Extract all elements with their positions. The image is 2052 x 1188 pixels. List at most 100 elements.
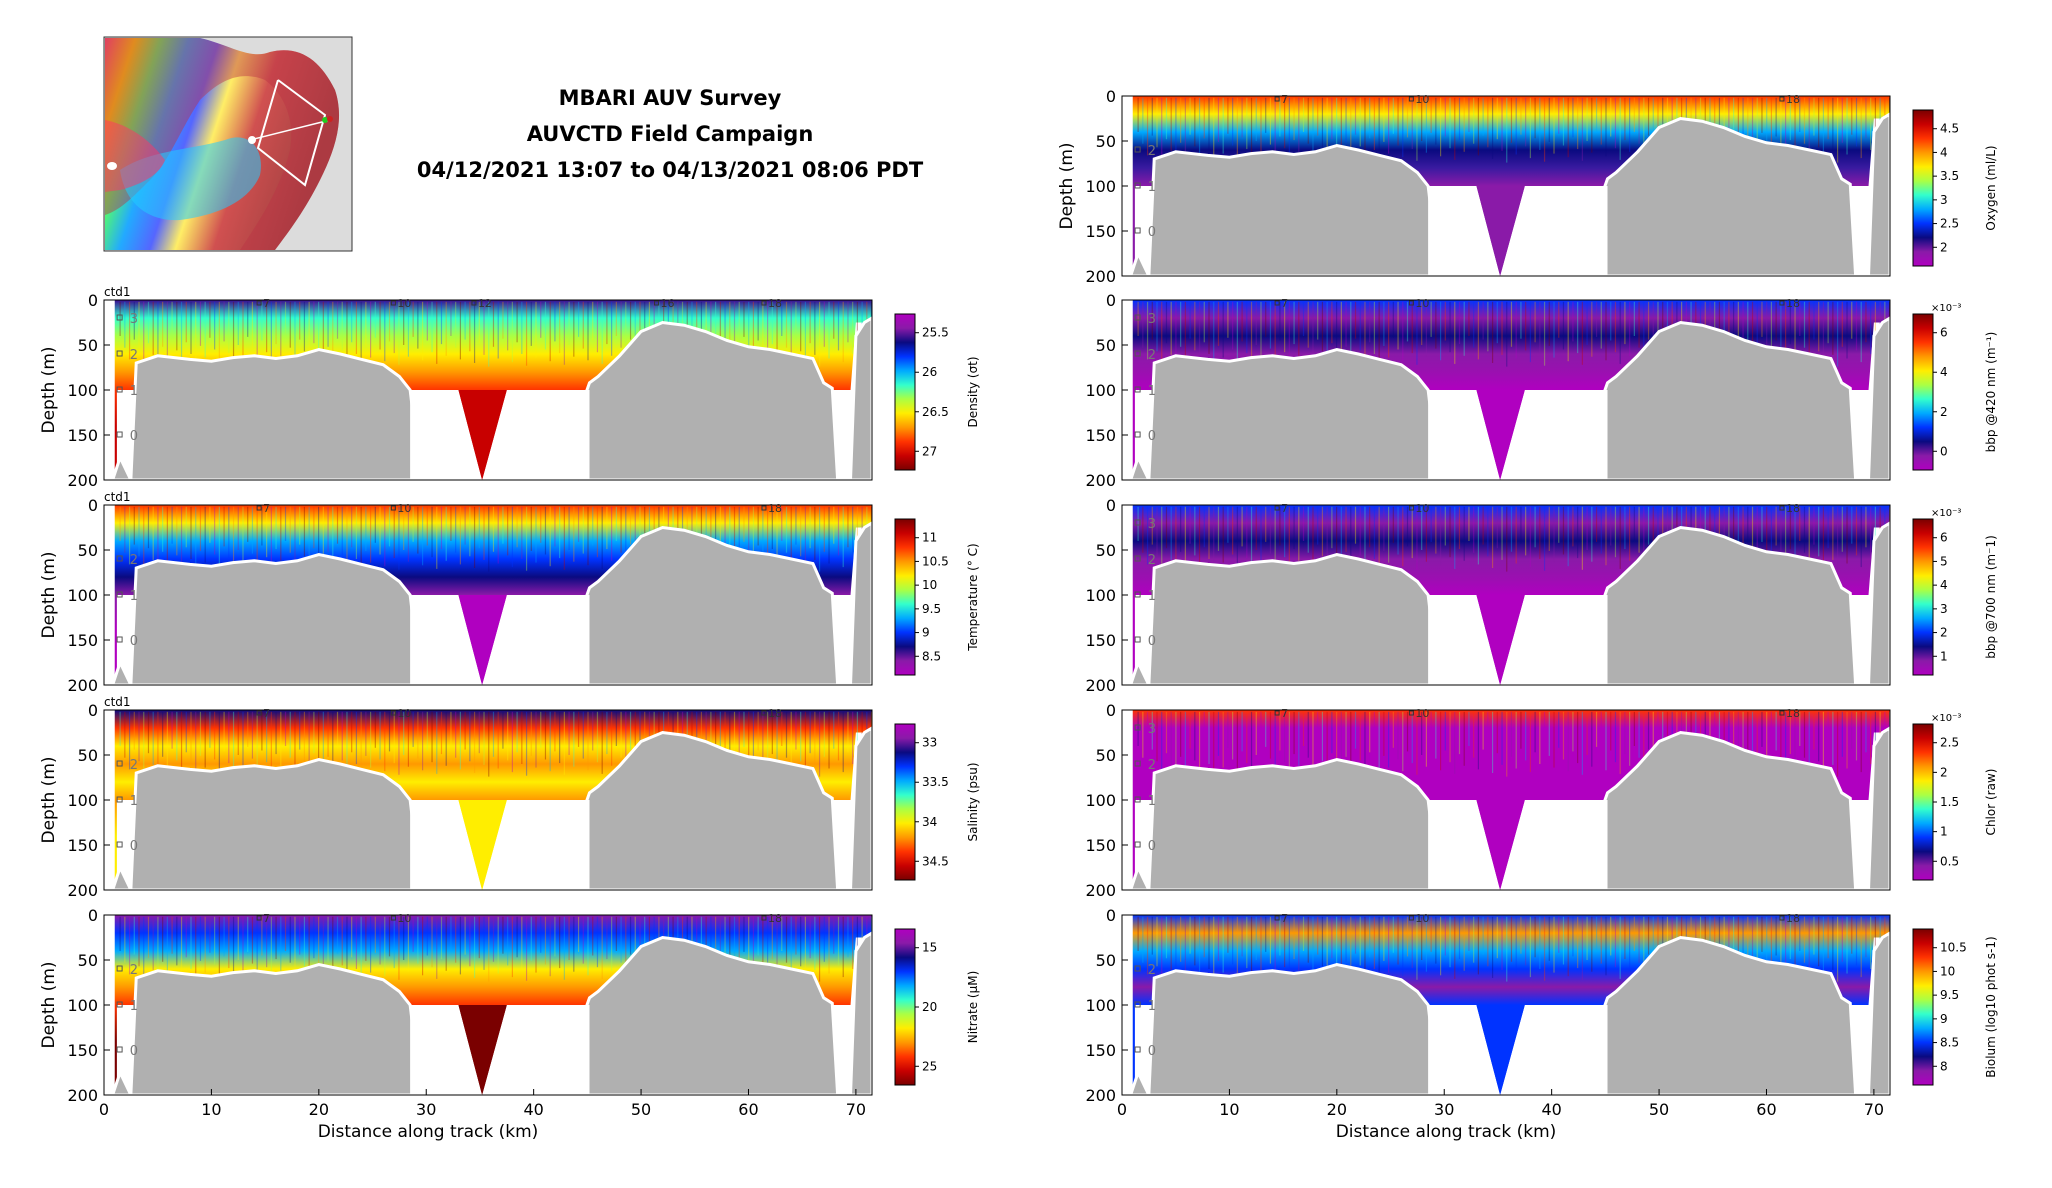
colorbar-tick-label: 3 [1940, 602, 1948, 616]
colorbar-tick-label: 26.5 [922, 405, 949, 419]
colorbar-tick-label: 4 [1940, 578, 1948, 592]
colorbar-tick-label: 9.5 [922, 602, 941, 616]
colorbar-tick-label: 2.5 [1940, 217, 1959, 231]
y-tick-label: 200 [1085, 1086, 1116, 1105]
station-label: 1 [130, 384, 138, 399]
station-label: 0 [130, 1044, 138, 1059]
track-label: 10 [1415, 297, 1429, 310]
track-label: 18 [768, 502, 782, 515]
canyon-gap [410, 595, 459, 685]
x-tick-label: 20 [309, 1100, 329, 1119]
colorbar-tick-label: 1.5 [1940, 795, 1959, 809]
colorbar-tick-label: 10.5 [1940, 941, 1967, 955]
track-marker [1274, 300, 1280, 306]
y-tick-label: 0 [1106, 87, 1116, 106]
y-tick-label: 100 [67, 381, 98, 400]
colorbar-tick-label: 3 [1940, 193, 1948, 207]
station-marker [1134, 796, 1141, 803]
x-tick-label: 50 [631, 1100, 651, 1119]
track-label: 7 [263, 297, 270, 310]
canyon-wedge [458, 800, 507, 890]
y-axis-label: Depth (m) [39, 756, 59, 843]
colorbar-label: Density (σt) [966, 356, 980, 427]
colorbar-tick-label: 0.5 [1940, 854, 1959, 868]
colorbar-tick-label: 2 [1940, 626, 1948, 640]
station-marker [116, 1046, 123, 1053]
track-marker [761, 710, 767, 716]
colorbar-label: Chlor (raw) [1984, 769, 1998, 836]
profile-streaks [1137, 301, 1891, 367]
x-axis-label: Distance along track (km) [318, 1122, 539, 1142]
track-label: 7 [263, 707, 270, 720]
profile-streaks [1137, 916, 1891, 982]
track-label: 10 [397, 707, 411, 720]
track-marker [1779, 300, 1785, 306]
colorbar-tick-label: 8 [1940, 1059, 1948, 1073]
station-marker [116, 591, 123, 598]
track-marker [1274, 710, 1280, 716]
colorbar-tick-label: 5 [1940, 554, 1948, 568]
x-tick-label: 40 [523, 1100, 543, 1119]
station-marker [1134, 386, 1141, 393]
station-label: 1 [130, 999, 138, 1014]
canyon-wedge [458, 1005, 507, 1095]
y-tick-label: 100 [1085, 996, 1116, 1015]
canyon-gap [410, 390, 459, 480]
track-label: 18 [1786, 93, 1800, 106]
station-marker [116, 796, 123, 803]
track-label: 7 [1281, 912, 1288, 925]
track-label: 10 [397, 297, 411, 310]
station-marker [1134, 146, 1141, 153]
y-tick-label: 150 [1085, 631, 1116, 650]
colorbar-tick-label: 1 [1940, 649, 1948, 663]
colorbar-tick-label: 10 [922, 578, 937, 592]
track-marker [256, 915, 262, 921]
colorbar [1912, 313, 1934, 471]
track-label: 10 [1415, 912, 1429, 925]
y-tick-label: 150 [1085, 836, 1116, 855]
canyon-gap [1524, 800, 1608, 890]
y-axis-label: Depth (m) [39, 551, 59, 638]
track-label: 16 [661, 297, 675, 310]
station-marker [116, 386, 123, 393]
track-label: 7 [263, 912, 270, 925]
track-marker [1408, 710, 1414, 716]
colorbar-tick-label: 1 [1940, 825, 1948, 839]
title-line-3: 04/12/2021 13:07 to 04/13/2021 08:06 PDT [416, 158, 924, 182]
station-marker [116, 314, 123, 321]
station-marker [116, 350, 123, 357]
x-tick-label: 0 [99, 1100, 109, 1119]
y-tick-label: 50 [78, 541, 98, 560]
track-label: 18 [768, 912, 782, 925]
colorbar [894, 518, 916, 676]
canyon-gap [1524, 1005, 1608, 1095]
station-marker [116, 636, 123, 643]
track-label: 7 [1281, 707, 1288, 720]
canyon-wedge [1476, 1005, 1525, 1095]
title-line-2: AUVCTD Field Campaign [526, 122, 814, 146]
canyon-wedge [458, 595, 507, 685]
y-tick-label: 100 [67, 996, 98, 1015]
station-marker [1134, 724, 1141, 731]
station-marker [116, 841, 123, 848]
x-axis-label: Distance along track (km) [1336, 1122, 1557, 1142]
canyon-gap [1524, 595, 1608, 685]
station-marker [1134, 841, 1141, 848]
station-label: 0 [130, 839, 138, 854]
station-marker [116, 1001, 123, 1008]
track-marker [1274, 915, 1280, 921]
y-tick-label: 200 [1085, 267, 1116, 286]
track-label: 7 [1281, 93, 1288, 106]
colorbar-tick-label: 9.5 [1940, 988, 1959, 1002]
colorbar-tick-label: 4 [1940, 145, 1948, 159]
station-marker [1134, 519, 1141, 526]
track-label: 10 [1415, 93, 1429, 106]
station-label: 0 [1148, 839, 1156, 854]
track-label: 7 [1281, 297, 1288, 310]
track-marker [256, 710, 262, 716]
colorbar-tick-label: 27 [922, 444, 937, 458]
track-marker [761, 505, 767, 511]
